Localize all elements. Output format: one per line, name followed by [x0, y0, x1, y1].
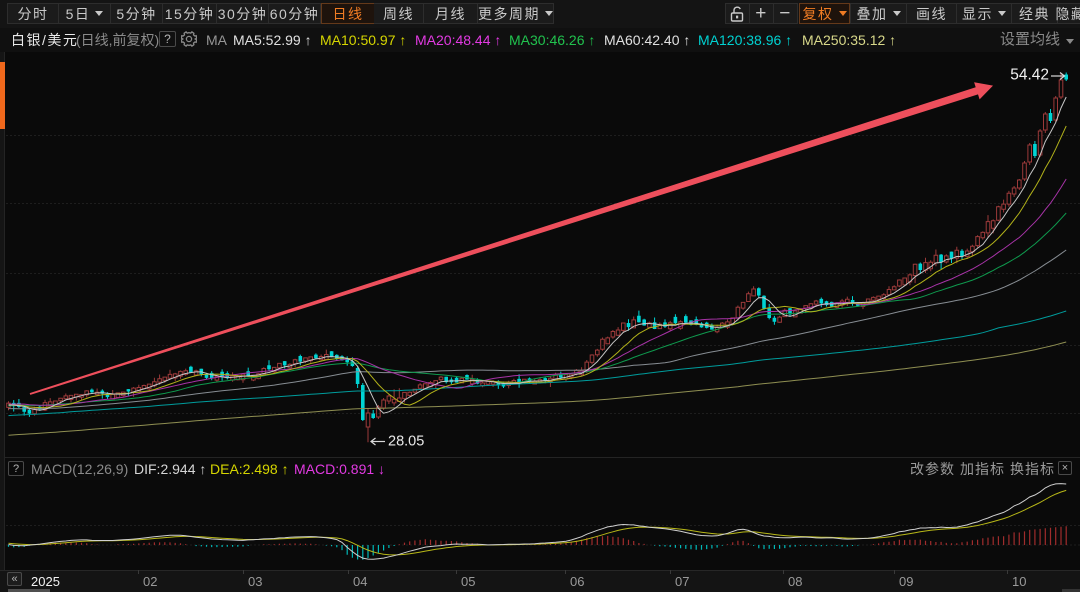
svg-text:28.05: 28.05 — [388, 434, 424, 450]
svg-text:54.42: 54.42 — [1010, 67, 1049, 84]
